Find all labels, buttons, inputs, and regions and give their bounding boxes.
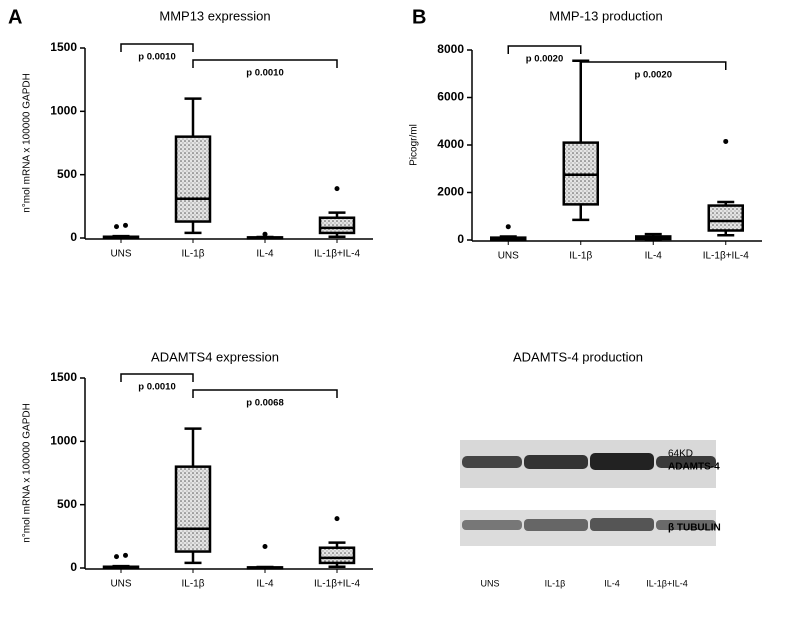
y-tick-label: 8000 [437, 42, 464, 56]
outlier [334, 186, 340, 192]
band-label: ADAMTS-4 [668, 462, 720, 473]
x-tick-label: IL-1β [182, 579, 205, 590]
x-tick-label: IL-4 [256, 579, 274, 590]
annotation: p 0.0068 [246, 398, 284, 409]
y-axis-label: n°mol mRNA x 100000 GAPDH [22, 73, 33, 213]
bracket [192, 389, 338, 398]
blot-title: ADAMTS-4 production [513, 349, 643, 364]
x-tick-label: UNS [110, 249, 131, 260]
y-axis-label: Picogr/ml [409, 124, 420, 166]
outlier [114, 554, 119, 560]
y-tick-label: 0 [70, 560, 77, 574]
band-label: β TUBULIN [668, 523, 721, 534]
x-tick-label: IL-4 [256, 249, 274, 260]
annotation: p 0.0010 [138, 382, 176, 393]
bracket [120, 373, 194, 382]
box [318, 216, 356, 235]
chart-title: ADAMTS4 expression [151, 349, 279, 364]
outlier [123, 552, 128, 558]
y-tick-label: 1500 [50, 370, 77, 384]
band-size: 64KD [668, 449, 693, 460]
x-tick-label: IL-1β [569, 251, 592, 262]
annotation: p 0.0010 [138, 52, 176, 63]
x-tick-label: IL-1β+IL-4 [703, 251, 749, 262]
x-tick-label: IL-4 [645, 251, 663, 262]
lane-label: IL-1β [545, 578, 566, 588]
box [707, 204, 744, 232]
box [174, 465, 212, 553]
blot-image [460, 440, 760, 546]
bracket [580, 61, 727, 70]
bracket [507, 45, 582, 54]
y-tick-label: 2000 [437, 185, 464, 199]
y-tick-label: 0 [70, 230, 77, 244]
x-tick-label: IL-1β+IL-4 [314, 249, 360, 260]
y-tick-label: 6000 [437, 90, 464, 104]
annotation: p 0.0020 [526, 54, 564, 65]
outlier [334, 516, 340, 522]
y-tick-label: 500 [57, 167, 77, 181]
panel-label: A [8, 6, 22, 28]
y-tick-label: 1000 [50, 434, 77, 448]
y-tick-label: 500 [57, 497, 77, 511]
outlier [123, 222, 128, 228]
box [174, 135, 212, 223]
lane-label: IL-1β+IL-4 [646, 578, 687, 588]
lane-label: UNS [480, 578, 499, 588]
outlier [723, 138, 729, 144]
box [318, 546, 356, 565]
outlier [262, 231, 268, 237]
lane-label: IL-4 [604, 578, 620, 588]
x-tick-label: UNS [110, 579, 131, 590]
x-tick-label: IL-1β+IL-4 [314, 579, 360, 590]
outlier [262, 543, 268, 549]
y-axis-label: n°mol mRNA x 100000 GAPDH [22, 403, 33, 543]
chart-title: MMP13 expression [159, 8, 270, 23]
outlier [114, 224, 119, 230]
y-tick-label: 0 [457, 232, 464, 246]
bracket [120, 43, 194, 52]
x-tick-label: UNS [498, 251, 519, 262]
annotation: p 0.0020 [635, 70, 673, 81]
y-tick-label: 1000 [50, 104, 77, 118]
x-tick-label: IL-1β [182, 249, 205, 260]
y-tick-label: 4000 [437, 137, 464, 151]
panel-label: B [412, 6, 426, 28]
chart-title: MMP-13 production [549, 8, 662, 23]
annotation: p 0.0010 [246, 68, 284, 79]
y-tick-label: 1500 [50, 40, 77, 54]
bracket [192, 59, 338, 68]
outlier [505, 224, 511, 230]
